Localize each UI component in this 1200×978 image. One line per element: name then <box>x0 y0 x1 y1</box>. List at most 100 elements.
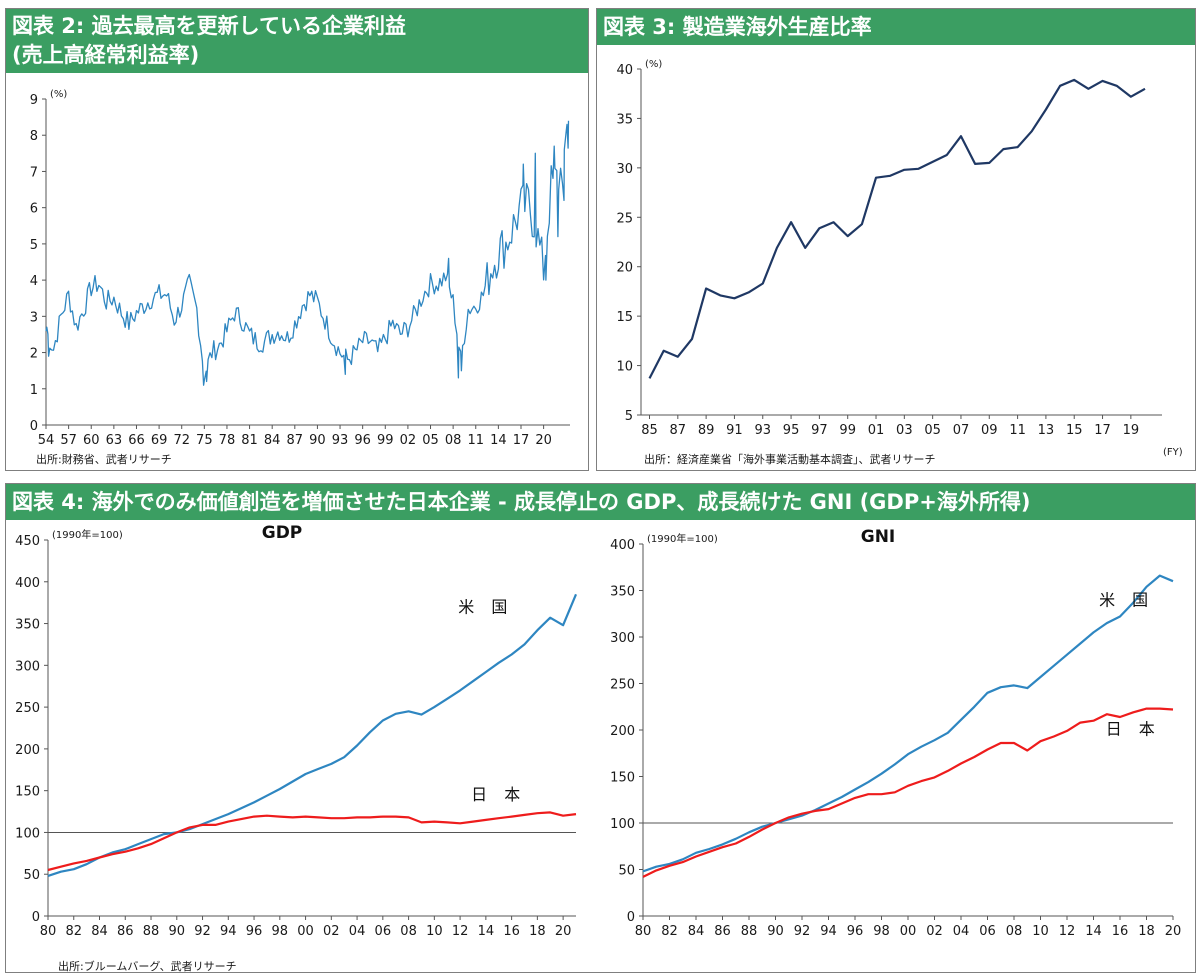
y-tick-label: 20 <box>616 261 633 276</box>
x-tick-label: 96 <box>354 433 371 448</box>
y-tick-label: 300 <box>15 659 40 674</box>
x-tick-label: 00 <box>297 924 314 939</box>
figure-2-panel: 図表 2: 過去最高を更新している企業利益 (売上高経常利益率) 0 1 2 3 4 5 6… <box>5 8 589 471</box>
figure-4-gni-chart: 0 50 100 150 200 250 300 350 400 80 82 84 86 88 90 92 94… <box>610 527 1181 939</box>
y-tick-label: 4 <box>30 274 38 289</box>
x-tick-label: 82 <box>661 924 678 939</box>
x-tick-label: 19 <box>1123 423 1140 438</box>
series-label-0: 米 国 <box>1099 590 1154 609</box>
y-tick-label: 250 <box>15 701 40 716</box>
y-tick-label: 250 <box>610 678 635 693</box>
x-tick-label: 86 <box>714 924 731 939</box>
x-tick-label: 88 <box>143 924 160 939</box>
x-tick-label: 92 <box>794 924 811 939</box>
y-tick-label: 6 <box>30 202 38 217</box>
x-tick-label: 14 <box>478 924 495 939</box>
x-tick-label: 93 <box>754 423 771 438</box>
x-tick-label: 10 <box>1032 924 1049 939</box>
x-tick-label: 81 <box>241 433 258 448</box>
x-tick-label: 20 <box>555 924 572 939</box>
y-tick-label: 0 <box>32 910 40 925</box>
x-tick-label: 84 <box>264 433 281 448</box>
x-tick-label: 12 <box>1059 924 1076 939</box>
y-tick-label: 150 <box>15 785 40 800</box>
x-tick-label: 57 <box>60 433 77 448</box>
y-tick-label: 3 <box>30 310 38 325</box>
x-tick-label: 14 <box>1085 924 1102 939</box>
y-tick-label: 40 <box>616 63 633 78</box>
x-tick-label: 05 <box>924 423 941 438</box>
y-unit-label: (%) <box>50 89 67 100</box>
series-label-0: 米 国 <box>458 598 513 617</box>
x-tick-label: 94 <box>820 924 837 939</box>
y-tick-label: 0 <box>30 419 38 434</box>
x-tick-label: 08 <box>445 433 462 448</box>
x-tick-label: 84 <box>688 924 705 939</box>
y-tick-label: 100 <box>610 817 635 832</box>
y-tick-label: 30 <box>616 162 633 177</box>
y-unit-label: (%) <box>645 59 662 70</box>
y-tick-label: 450 <box>15 534 40 549</box>
figure-2-header: 図表 2: 過去最高を更新している企業利益 (売上高経常利益率) <box>6 9 588 73</box>
figure-4-header: 図表 4: 海外でのみ価値創造を増価させた日本企業 - 成長停止の GDP、成長… <box>6 484 1195 520</box>
x-tick-label: 04 <box>349 924 366 939</box>
x-tick-label: 84 <box>91 924 108 939</box>
y-tick-label: 50 <box>23 868 40 883</box>
figure-3-header: 図表 3: 製造業海外生産比率 <box>597 9 1195 45</box>
x-tick-label: 99 <box>839 423 856 438</box>
x-tick-label: 87 <box>287 433 304 448</box>
y-tick-label: 300 <box>610 631 635 646</box>
x-tick-label: 12 <box>452 924 469 939</box>
x-tick-label: 90 <box>767 924 784 939</box>
figure-3-chart: 5 10 15 20 25 30 35 40 85 87 89 91 93 95 97 99 01 03 05 07 0… <box>616 59 1183 458</box>
x-tick-label: 98 <box>873 924 890 939</box>
series-label-1: 日 本 <box>471 785 526 804</box>
y-tick-label: 35 <box>616 112 633 127</box>
x-tick-label: 82 <box>65 924 82 939</box>
x-tick-label: 78 <box>219 433 236 448</box>
x-tick-label: 15 <box>1066 423 1083 438</box>
figure-3-source: 出所：経済産業省「海外事業活動基本調査」、武者リサーチ <box>644 453 936 466</box>
x-tick-label: 06 <box>979 924 996 939</box>
x-tick-label: 97 <box>811 423 828 438</box>
x-tick-label: 02 <box>400 433 417 448</box>
x-tick-label: 04 <box>953 924 970 939</box>
y-tick-label: 150 <box>610 771 635 786</box>
y-tick-label: 350 <box>15 618 40 633</box>
x-tick-label: 06 <box>375 924 392 939</box>
series-line-1 <box>642 707 1174 878</box>
y-tick-label: 5 <box>625 409 633 424</box>
series-label-1: 日 本 <box>1106 720 1161 739</box>
x-tick-label: 00 <box>900 924 917 939</box>
y-unit-label: (1990年=100) <box>52 528 123 541</box>
x-tick-label: 94 <box>220 924 237 939</box>
y-tick-label: 200 <box>610 724 635 739</box>
x-tick-label: 80 <box>40 924 57 939</box>
y-tick-label: 200 <box>15 743 40 758</box>
series-line-0 <box>642 574 1174 873</box>
y-tick-label: 5 <box>30 238 38 253</box>
x-tick-label: 87 <box>670 423 687 438</box>
x-tick-label: 05 <box>422 433 439 448</box>
x-tick-label: 02 <box>926 924 943 939</box>
y-tick-label: 8 <box>30 129 38 144</box>
x-tick-label: 66 <box>128 433 145 448</box>
x-tick-label: 60 <box>83 433 100 448</box>
y-tick-label: 50 <box>618 864 635 879</box>
x-tick-label: 54 <box>38 433 55 448</box>
figure-2-source: 出所:財務省、武者リサーチ <box>36 453 172 466</box>
x-tick-label: 99 <box>377 433 394 448</box>
y-tick-label: 400 <box>15 576 40 591</box>
x-tick-label: 10 <box>426 924 443 939</box>
x-tick-label: 11 <box>467 433 484 448</box>
x-unit-label: (FY) <box>1163 447 1183 458</box>
x-tick-label: 95 <box>783 423 800 438</box>
y-tick-label: 0 <box>627 910 635 925</box>
y-tick-label: 9 <box>30 93 38 108</box>
x-tick-label: 98 <box>272 924 289 939</box>
x-tick-label: 63 <box>106 433 123 448</box>
x-tick-label: 16 <box>503 924 520 939</box>
x-tick-label: 08 <box>400 924 417 939</box>
figure-3-panel: 図表 3: 製造業海外生産比率 5 10 15 20 25 30 35 40 85 87 89 91 9… <box>596 8 1196 471</box>
x-tick-label: 03 <box>896 423 913 438</box>
